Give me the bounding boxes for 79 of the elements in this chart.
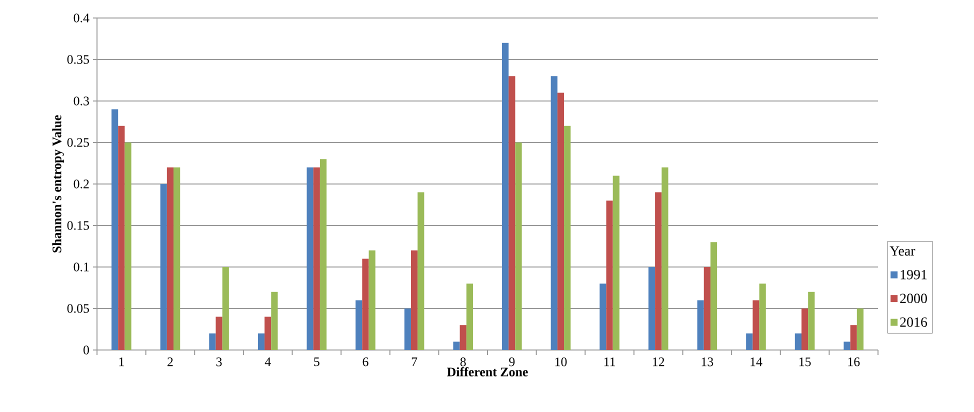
bar	[794, 333, 802, 350]
bar	[160, 184, 167, 350]
bar	[313, 167, 320, 350]
bar	[264, 316, 272, 350]
bar	[258, 333, 265, 350]
bar	[550, 76, 558, 350]
bar	[508, 76, 516, 350]
bar	[404, 308, 411, 350]
bar	[216, 316, 222, 350]
y-tick-label: 0.1	[74, 262, 89, 272]
y-tick-label: 0.3	[74, 96, 89, 106]
bar	[801, 308, 808, 350]
x-axis-title: Different Zone	[447, 367, 528, 376]
bar	[356, 300, 362, 350]
y-axis-title: Shannon's entropy Value	[52, 115, 64, 252]
y-tick-label: 0.05	[67, 304, 89, 313]
bar	[710, 242, 718, 350]
x-tick-label: 3	[216, 358, 222, 366]
x-tick-label: 11	[604, 358, 616, 366]
bar	[704, 267, 710, 350]
x-tick-label: 6	[362, 358, 368, 366]
bar	[655, 192, 662, 350]
bar	[600, 284, 606, 350]
bar	[746, 333, 753, 350]
x-tick-label: 15	[799, 358, 811, 366]
bar	[759, 284, 766, 350]
bar	[209, 333, 216, 350]
bar	[271, 292, 278, 350]
y-tick-label: 0.15	[67, 221, 89, 230]
x-tick-label: 13	[702, 358, 714, 366]
bar	[808, 292, 815, 350]
bar	[850, 325, 857, 350]
x-tick-label: 16	[848, 358, 860, 366]
bar	[856, 308, 864, 350]
bar	[502, 42, 509, 350]
bar	[418, 192, 424, 350]
bar	[662, 167, 668, 350]
x-tick-label: 5	[314, 358, 320, 366]
bar	[174, 167, 180, 350]
legend-label: 1991	[900, 270, 927, 280]
bar	[697, 300, 704, 350]
bar	[515, 142, 522, 350]
bar	[306, 167, 314, 350]
bar	[320, 159, 327, 350]
bar	[752, 300, 760, 350]
y-tick-label: 0.4	[74, 14, 90, 22]
x-tick-label: 2	[168, 358, 173, 366]
bar	[466, 284, 473, 350]
y-tick-label: 0.2	[74, 180, 89, 188]
bar	[166, 167, 174, 350]
y-tick-label: 0.35	[67, 55, 89, 64]
bar	[362, 258, 369, 350]
x-tick-label: 7	[412, 358, 418, 366]
legend-label: 2016	[900, 317, 928, 327]
bar	[844, 342, 850, 350]
x-tick-label: 10	[555, 358, 567, 366]
x-tick-label: 9	[509, 358, 515, 366]
legend-label: 2000	[900, 294, 927, 304]
bar	[124, 142, 132, 350]
x-tick-label: 1	[119, 358, 124, 366]
bar	[368, 250, 376, 350]
bar	[410, 250, 418, 350]
bar	[557, 92, 564, 350]
bar	[648, 267, 656, 350]
x-tick-label: 4	[264, 358, 271, 366]
bar	[564, 126, 571, 350]
x-tick-label: 12	[653, 358, 664, 366]
bar	[612, 176, 620, 350]
bar	[453, 342, 460, 350]
y-tick-label: 0.25	[67, 138, 89, 147]
legend-title: Year	[890, 246, 916, 256]
y-tick-label: 0	[84, 346, 89, 354]
bar	[606, 200, 613, 350]
bar	[118, 126, 125, 350]
x-tick-label: 8	[460, 358, 466, 366]
x-tick-label: 14	[750, 358, 762, 366]
bar	[222, 267, 229, 350]
bar	[112, 109, 118, 350]
bar	[460, 325, 466, 350]
